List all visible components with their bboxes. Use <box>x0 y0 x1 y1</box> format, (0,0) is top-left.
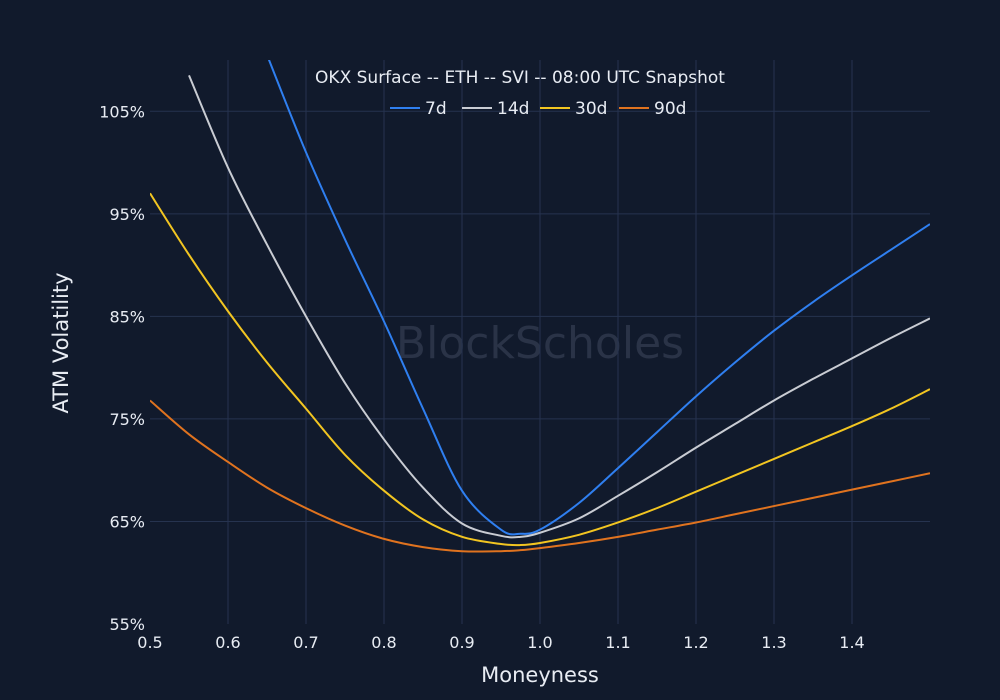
plot-lines <box>150 60 930 553</box>
y-tick-label: 105% <box>99 102 145 121</box>
legend-label-30d: 30d <box>575 99 607 119</box>
series-line-30d <box>150 192 930 547</box>
x-tick-label: 0.5 <box>137 633 162 652</box>
series-line-14d <box>188 74 930 539</box>
legend-label-90d: 90d <box>654 99 686 119</box>
x-tick-label: 1.4 <box>839 633 864 652</box>
y-axis-title: ATM Volatility <box>49 272 73 413</box>
y-tick-label: 95% <box>109 205 145 224</box>
x-tick-label: 0.9 <box>449 633 474 652</box>
x-axis-ticks: 0.5 0.6 0.7 0.8 0.9 1.0 1.1 1.2 1.3 1.4 <box>137 633 864 652</box>
series-line-90d <box>150 399 930 553</box>
legend: 7d 14d 30d 90d <box>390 99 686 119</box>
y-tick-label: 65% <box>109 512 145 531</box>
chart-title: OKX Surface -- ETH -- SVI -- 08:00 UTC S… <box>315 68 725 88</box>
series-line-7d <box>267 60 930 536</box>
x-tick-label: 0.6 <box>215 633 240 652</box>
x-tick-label: 1.2 <box>683 633 708 652</box>
y-tick-label: 85% <box>109 307 145 326</box>
grid <box>150 60 930 624</box>
x-tick-label: 1.1 <box>605 633 630 652</box>
y-tick-label: 75% <box>109 410 145 429</box>
y-axis-ticks: 55% 65% 75% 85% 95% 105% <box>99 102 145 634</box>
y-tick-label: 55% <box>109 615 145 634</box>
x-axis-title: Moneyness <box>481 663 599 687</box>
legend-label-14d: 14d <box>497 99 529 119</box>
x-tick-label: 0.8 <box>371 633 396 652</box>
x-tick-label: 1.3 <box>761 633 786 652</box>
x-tick-label: 0.7 <box>293 633 318 652</box>
legend-label-7d: 7d <box>425 99 447 119</box>
x-tick-label: 1.0 <box>527 633 552 652</box>
